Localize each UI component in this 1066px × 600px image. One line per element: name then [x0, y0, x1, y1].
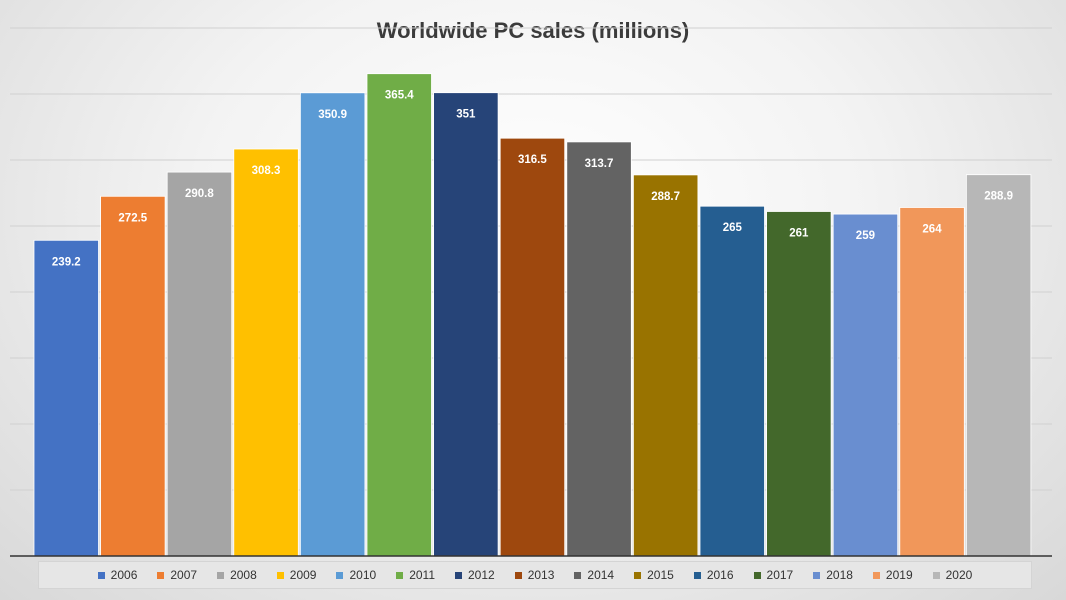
legend-swatch — [634, 571, 642, 579]
legend-swatch — [396, 571, 404, 579]
bar-2013 — [499, 137, 566, 557]
legend-item-2019: 2019 — [872, 568, 913, 582]
data-label-2007: 272.5 — [118, 212, 147, 224]
bar-2009 — [233, 148, 299, 557]
legend-label: 2018 — [826, 568, 853, 582]
bar-2019 — [899, 207, 965, 557]
data-label-2009: 308.3 — [252, 165, 281, 177]
legend-swatch — [157, 571, 165, 579]
bar-2011 — [366, 73, 432, 557]
legend-swatch — [97, 571, 105, 579]
legend-item-2007: 2007 — [157, 568, 197, 582]
bar-2012 — [433, 92, 499, 557]
legend-item-2012: 2012 — [455, 568, 495, 582]
legend-swatch — [455, 571, 462, 579]
legend-label: 2019 — [885, 568, 913, 582]
legend-swatch — [872, 571, 880, 579]
legend-item-2015: 2015 — [634, 568, 674, 582]
data-label-2010: 350.9 — [318, 109, 347, 121]
legend-swatch — [932, 571, 940, 579]
data-label-2016: 265 — [723, 222, 743, 234]
legend-swatch — [217, 571, 225, 579]
legend-item-2013: 2013 — [514, 568, 555, 582]
legend-label: 2009 — [289, 568, 317, 582]
legend-item-2014: 2014 — [574, 568, 614, 582]
bar-2017 — [766, 211, 832, 557]
legend-item-2016: 2016 — [693, 568, 734, 582]
plot-area: 239.2 272.5 290.8 308.3 350.9 365.4 351 316.5 31… — [10, 27, 1052, 557]
chart-title: Worldwide PC sales (millions) — [376, 18, 690, 43]
legend-label: 2013 — [527, 568, 555, 582]
legend-swatch — [276, 571, 284, 579]
legend-label: 2010 — [349, 568, 377, 582]
legend-swatch — [574, 571, 582, 579]
legend-label: 2006 — [110, 568, 138, 582]
data-label-2013: 316.5 — [518, 154, 547, 166]
legend-item-2008: 2008 — [217, 568, 257, 582]
data-label-2020: 288.9 — [984, 191, 1013, 203]
legend-item-2009: 2009 — [276, 568, 317, 582]
data-label-2015: 288.7 — [651, 191, 680, 203]
legend-label: 2008 — [230, 568, 257, 582]
bar-2007 — [100, 195, 166, 557]
bar-2008 — [166, 171, 233, 557]
legend-item-2010: 2010 — [336, 568, 376, 582]
bar-2006 — [33, 239, 99, 557]
data-label-2017: 261 — [789, 228, 809, 240]
legend-swatch — [813, 571, 821, 579]
legend-label: 2016 — [706, 568, 734, 582]
legend-label: 2020 — [945, 568, 973, 582]
data-label-2014: 313.7 — [585, 158, 614, 170]
data-label-2012: 351 — [456, 109, 476, 121]
legend-item-2018: 2018 — [813, 568, 853, 582]
data-label-2011: 365.4 — [385, 90, 414, 102]
legend-label: 2015 — [647, 568, 674, 582]
legend-label: 2007 — [170, 568, 198, 582]
bar-2020 — [966, 174, 1032, 557]
bar-2014 — [566, 141, 632, 557]
legend-item-2011: 2011 — [396, 568, 435, 582]
legend-swatch — [336, 571, 344, 579]
bar-2016 — [699, 205, 765, 557]
legend-item-2006: 2006 — [97, 568, 138, 582]
bar-2010 — [299, 92, 366, 557]
legend-item-2017: 2017 — [753, 568, 794, 582]
legend-label: 2012 — [468, 568, 495, 582]
legend-swatch — [693, 571, 701, 579]
legend-swatch — [514, 571, 522, 579]
legend-label: 2017 — [766, 568, 794, 582]
legend: 2006 2007 2008 2009 2010 2011 2012 2013 2014 2015… — [38, 561, 1032, 589]
legend-label: 2014 — [587, 568, 615, 582]
data-label-2018: 259 — [856, 230, 875, 242]
data-label-2019: 264 — [922, 224, 942, 236]
bar-2018 — [832, 213, 899, 557]
legend-item-2020: 2020 — [932, 568, 973, 582]
legend-label: 2011 — [409, 568, 435, 582]
data-label-2006: 239.2 — [52, 256, 81, 268]
data-label-2008: 290.8 — [185, 188, 214, 200]
bar-2015 — [633, 174, 699, 557]
legend-swatch — [753, 571, 761, 579]
